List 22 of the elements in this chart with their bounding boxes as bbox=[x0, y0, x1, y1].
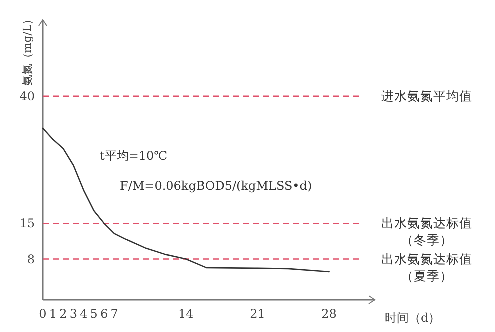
x-tick-label: 3 bbox=[70, 307, 78, 321]
x-tick-label: 1 bbox=[49, 307, 58, 321]
x-tick-label: 6 bbox=[100, 307, 108, 321]
x-tick-label: 14 bbox=[178, 307, 194, 321]
y-tick-label: 15 bbox=[20, 216, 35, 231]
x-tick-label: 5 bbox=[90, 307, 98, 321]
x-tick-label: 2 bbox=[60, 307, 68, 321]
x-tick-label: 28 bbox=[322, 307, 337, 321]
x-tick-label: 0 bbox=[39, 307, 47, 321]
annotation: t平均=10℃ bbox=[100, 149, 168, 163]
x-tick-label: 4 bbox=[80, 307, 88, 321]
y-axis-title: 氨氮（mg/L） bbox=[21, 14, 34, 86]
x-axis-title: 时间（d） bbox=[385, 311, 441, 325]
x-tick-label: 7 bbox=[110, 307, 118, 321]
annotation: F/M=0.06kgBOD5/(kgMLSS•d) bbox=[120, 179, 312, 193]
x-tick-label: 21 bbox=[250, 307, 266, 321]
y-tick-label: 40 bbox=[20, 89, 35, 104]
y-tick-label: 8 bbox=[27, 252, 35, 266]
ref-line-label: 出水氨氮达标值（冬季） bbox=[382, 216, 472, 248]
ref-line-label: 进水氨氮平均值 bbox=[382, 88, 472, 104]
ref-line-label: 出水氨氮达标值（夏季） bbox=[382, 251, 472, 284]
line-series bbox=[42, 128, 330, 273]
